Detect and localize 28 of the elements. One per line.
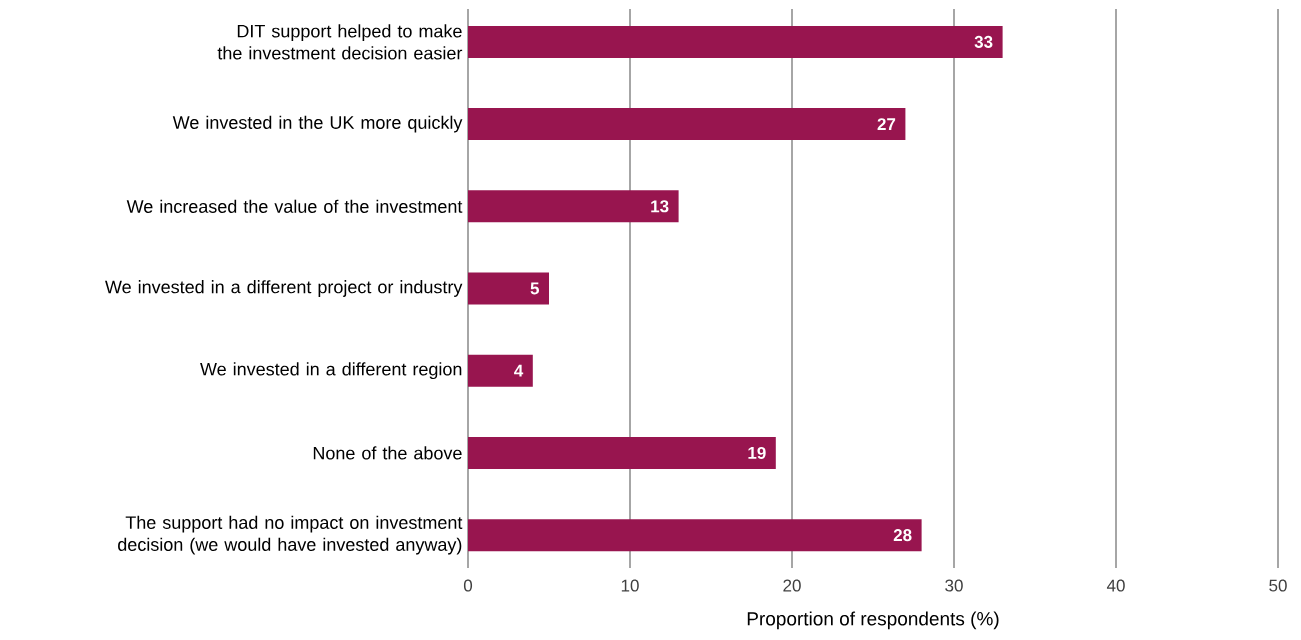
bar [468, 519, 922, 552]
bar [468, 354, 533, 387]
y-tick-label: The support had no impact on investment decision (we would have invested anyway) [118, 515, 463, 555]
data-label: 33 [974, 35, 993, 48]
data-label: 13 [651, 200, 669, 213]
x-axis-title: Proportion of respondents (%) [747, 611, 999, 630]
data-label: 19 [748, 446, 766, 459]
bar [468, 272, 549, 305]
y-tick-label: None of the above [313, 446, 462, 460]
data-label: 4 [514, 364, 524, 377]
x-tick-label: 40 [1106, 579, 1125, 592]
data-label: 5 [530, 282, 540, 295]
x-tick-label: 10 [621, 579, 639, 592]
bar [468, 108, 906, 141]
x-tick-label: 50 [1269, 579, 1287, 592]
data-label: 27 [877, 118, 896, 131]
bar [468, 190, 679, 223]
bar [468, 436, 776, 469]
y-tick-label: We increased the value of the investment [126, 199, 463, 213]
x-tick-label: 20 [783, 579, 801, 592]
y-tick-label: We invested in a different project or industry [105, 280, 463, 297]
x-tick-label: 0 [463, 579, 473, 592]
data-label: 28 [893, 529, 912, 542]
bar [468, 25, 1003, 58]
x-tick-label: 30 [945, 579, 963, 592]
y-tick-label: We invested in a different region [200, 362, 462, 380]
y-tick-label: DIT support helped to make the investment decision easier [217, 24, 463, 60]
y-tick-label: We invested in the UK more quickly [172, 115, 463, 133]
